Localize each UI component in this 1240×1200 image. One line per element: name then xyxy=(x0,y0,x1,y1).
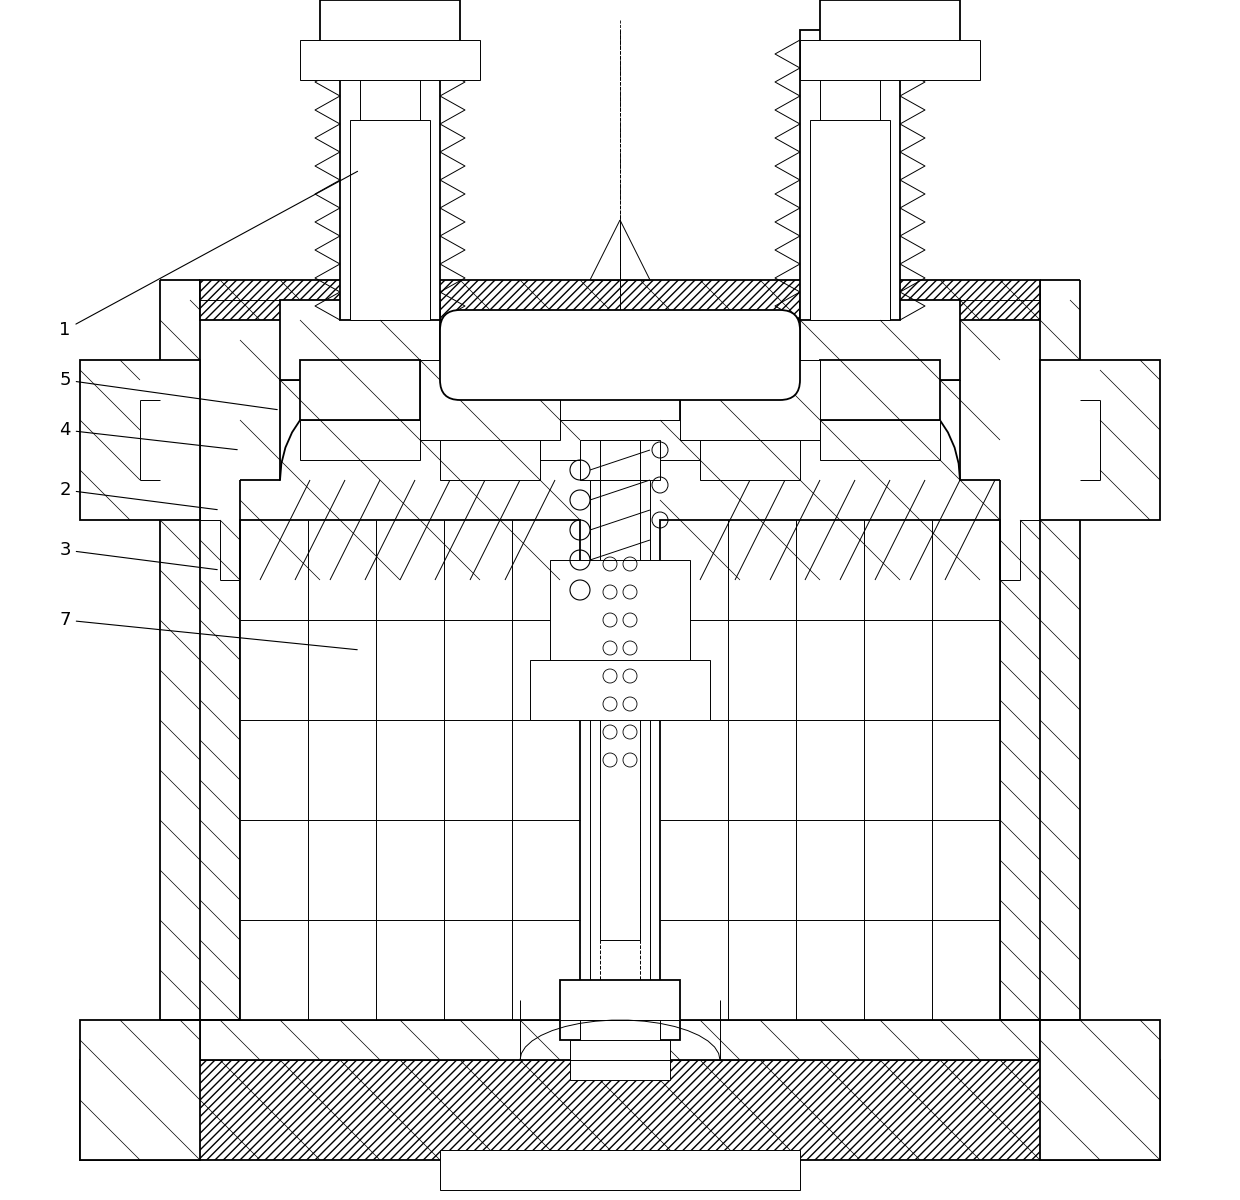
Bar xyxy=(560,980,680,1040)
Bar xyxy=(300,40,480,80)
Bar xyxy=(81,360,200,520)
Bar xyxy=(360,80,420,320)
Bar xyxy=(440,440,539,480)
Bar xyxy=(440,1150,800,1190)
Bar xyxy=(320,0,460,60)
Text: 5: 5 xyxy=(60,371,278,409)
Bar xyxy=(800,30,900,320)
Bar xyxy=(590,480,650,1000)
Bar xyxy=(800,40,980,80)
Bar xyxy=(701,440,800,480)
Bar xyxy=(280,300,440,380)
Bar xyxy=(539,420,701,460)
Bar xyxy=(300,360,420,420)
Bar xyxy=(350,120,430,320)
Bar xyxy=(81,1060,1159,1160)
Bar xyxy=(529,660,711,720)
Bar xyxy=(810,120,890,320)
Bar xyxy=(660,520,999,1020)
Text: 1: 1 xyxy=(60,172,357,338)
Text: 3: 3 xyxy=(60,541,217,570)
Bar xyxy=(200,280,1040,320)
Bar xyxy=(820,420,940,460)
Bar xyxy=(1040,1020,1159,1160)
Text: 2: 2 xyxy=(60,481,217,510)
Bar xyxy=(560,360,680,440)
Bar xyxy=(551,560,689,680)
Bar xyxy=(820,360,940,420)
Bar xyxy=(600,440,640,580)
Bar xyxy=(820,80,880,320)
Bar xyxy=(1040,360,1159,520)
FancyBboxPatch shape xyxy=(440,310,800,400)
Bar xyxy=(81,1020,200,1160)
Bar xyxy=(241,520,580,1020)
Bar xyxy=(580,1020,660,1060)
Bar xyxy=(800,300,960,380)
Bar xyxy=(200,1020,1040,1060)
Text: 7: 7 xyxy=(60,611,357,649)
Bar xyxy=(820,0,960,60)
Bar xyxy=(600,480,640,940)
Bar xyxy=(680,360,820,440)
Bar xyxy=(420,360,560,440)
Bar xyxy=(340,30,440,320)
Text: 4: 4 xyxy=(60,421,237,450)
Bar xyxy=(300,420,420,460)
Bar xyxy=(570,1040,670,1080)
Bar xyxy=(580,440,660,480)
